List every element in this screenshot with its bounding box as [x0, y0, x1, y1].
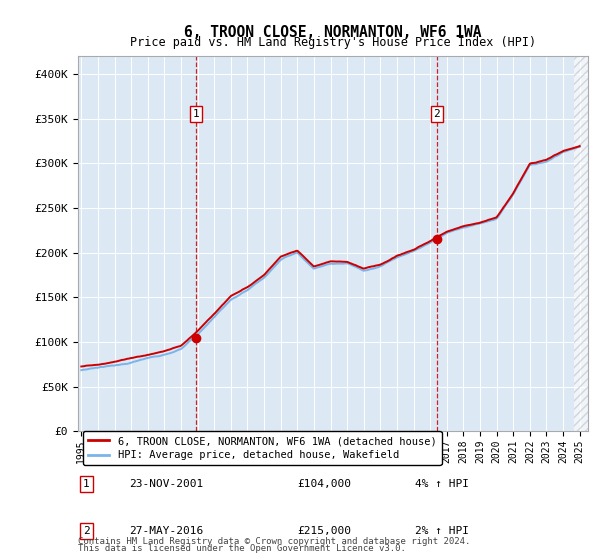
Text: 2: 2 [83, 526, 90, 536]
Text: 2: 2 [433, 109, 440, 119]
Text: 1: 1 [83, 479, 90, 489]
Text: Contains HM Land Registry data © Crown copyright and database right 2024.: Contains HM Land Registry data © Crown c… [78, 537, 470, 546]
Text: 2% ↑ HPI: 2% ↑ HPI [415, 526, 469, 536]
Text: 6, TROON CLOSE, NORMANTON, WF6 1WA: 6, TROON CLOSE, NORMANTON, WF6 1WA [184, 25, 482, 40]
Legend: 6, TROON CLOSE, NORMANTON, WF6 1WA (detached house), HPI: Average price, detache: 6, TROON CLOSE, NORMANTON, WF6 1WA (deta… [83, 431, 442, 465]
Text: Price paid vs. HM Land Registry's House Price Index (HPI): Price paid vs. HM Land Registry's House … [130, 36, 536, 49]
Text: 4% ↑ HPI: 4% ↑ HPI [415, 479, 469, 489]
Text: 27-MAY-2016: 27-MAY-2016 [129, 526, 203, 536]
Text: 23-NOV-2001: 23-NOV-2001 [129, 479, 203, 489]
Text: This data is licensed under the Open Government Licence v3.0.: This data is licensed under the Open Gov… [78, 544, 406, 553]
Text: £215,000: £215,000 [297, 526, 351, 536]
Text: 1: 1 [193, 109, 199, 119]
Text: £104,000: £104,000 [297, 479, 351, 489]
